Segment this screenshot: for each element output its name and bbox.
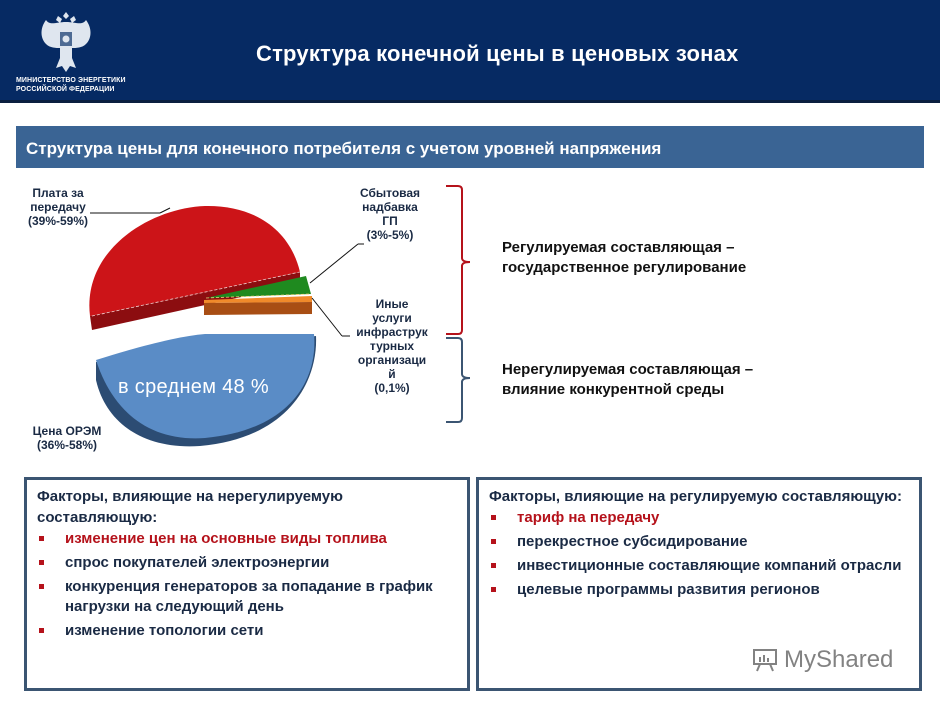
presentation-board-icon bbox=[753, 649, 777, 672]
unregulated-group-label: Нерегулируемая составляющая – влияние ко… bbox=[502, 360, 753, 400]
label-line: услуги bbox=[372, 311, 412, 325]
square-bullet-icon bbox=[39, 536, 44, 541]
regulated-factors-heading: Факторы, влияющие на регулируемую состав… bbox=[489, 488, 902, 505]
unregulated-factors-list: изменение цен на основные виды топлива с… bbox=[37, 529, 457, 641]
label-infra-services: Иные услуги инфраструк турных организаци… bbox=[344, 297, 440, 395]
watermark-text: MyShared bbox=[784, 646, 894, 673]
square-bullet-icon bbox=[491, 539, 496, 544]
price-structure-pie-chart bbox=[89, 185, 471, 447]
list-item: конкуренция генераторов за попадание в г… bbox=[37, 577, 457, 617]
list-item: инвестиционные составляющие компаний отр… bbox=[489, 556, 909, 576]
label-line: Иные bbox=[375, 297, 409, 311]
pie-slice-infra-services bbox=[204, 296, 312, 303]
regulated-factors-box: Факторы, влияющие на регулируемую состав… bbox=[476, 477, 922, 691]
list-item-text: изменение цен на основные виды топлива bbox=[65, 530, 387, 547]
label-line: (39%-59%) bbox=[27, 214, 89, 228]
label-retail-markup: Сбытовая надбавка ГП (3%-5%) bbox=[345, 186, 435, 242]
square-bullet-icon bbox=[491, 515, 496, 520]
square-bullet-icon bbox=[491, 587, 496, 592]
list-item-text: целевые программы развития регионов bbox=[517, 581, 820, 598]
pie-slice-retail-markup bbox=[206, 276, 311, 298]
label-line: ГП bbox=[382, 214, 398, 228]
list-item-text: изменение топологии сети bbox=[65, 622, 264, 639]
list-item: целевые программы развития регионов bbox=[489, 580, 909, 600]
ministry-line-1: МИНИСТЕРСТВО ЭНЕРГЕТИКИ bbox=[16, 77, 126, 84]
list-item-text: тариф на передачу bbox=[517, 509, 660, 526]
regulated-group-label: Регулируемая составляющая – государствен… bbox=[502, 238, 746, 278]
label-line: передачу bbox=[30, 200, 86, 214]
label-line: Сбытовая bbox=[359, 186, 421, 200]
regulated-factors-list: тариф на передачу перекрестное субсидиро… bbox=[489, 508, 909, 600]
regulated-brace bbox=[446, 185, 471, 335]
unregulated-factors-box: Факторы, влияющие на нерегулируемую сост… bbox=[24, 477, 470, 691]
square-bullet-icon bbox=[39, 584, 44, 589]
double-headed-eagle-emblem-icon bbox=[41, 12, 91, 72]
label-line: турных bbox=[369, 339, 415, 353]
pie-slice-transmission bbox=[89, 205, 301, 316]
header-bar: МИНИСТЕРСТВО ЭНЕРГЕТИКИ РОССИЙСКОЙ ФЕДЕР… bbox=[0, 0, 940, 103]
group-line: государственное регулирование bbox=[502, 259, 747, 276]
myshared-watermark: MyShared bbox=[752, 646, 893, 674]
label-line: (3%-5%) bbox=[366, 228, 414, 242]
label-wholesale: Цена ОРЭМ (36%-58%) bbox=[22, 424, 112, 452]
pie-slice-transmission-side bbox=[90, 272, 300, 330]
label-line: организаци bbox=[357, 353, 427, 367]
list-item: перекрестное субсидирование bbox=[489, 532, 909, 552]
label-transmission: Плата за передачу (39%-59%) bbox=[18, 186, 98, 228]
list-item-text: спрос покупателей электроэнергии bbox=[65, 554, 330, 571]
group-line: влияние конкурентной среды bbox=[502, 381, 725, 398]
label-line: (36%-58%) bbox=[36, 438, 98, 452]
ministry-name: МИНИСТЕРСТВО ЭНЕРГЕТИКИ РОССИЙСКОЙ ФЕДЕР… bbox=[16, 76, 126, 94]
ministry-line-2: РОССИЙСКОЙ ФЕДЕРАЦИИ bbox=[16, 86, 115, 93]
list-item: тариф на передачу bbox=[489, 508, 909, 528]
label-line: инфраструк bbox=[356, 325, 428, 339]
list-item-text: перекрестное субсидирование bbox=[517, 533, 748, 550]
page-title: Структура конечной цены в ценовых зонах bbox=[256, 41, 739, 66]
label-line: й bbox=[388, 367, 396, 381]
list-item: изменение топологии сети bbox=[37, 621, 457, 641]
square-bullet-icon bbox=[39, 560, 44, 565]
list-item-text: конкуренция генераторов за попадание в г… bbox=[65, 578, 433, 615]
square-bullet-icon bbox=[39, 628, 44, 633]
label-line: Цена ОРЭМ bbox=[32, 424, 102, 438]
list-item-text: инвестиционные составляющие компаний отр… bbox=[517, 557, 902, 574]
unregulated-brace bbox=[446, 337, 471, 423]
label-line: Плата за bbox=[32, 186, 84, 200]
pie-slice-wholesale bbox=[96, 334, 315, 439]
section-title-bar: Структура цены для конечного потребителя… bbox=[16, 126, 924, 168]
wholesale-average-label: в среднем 48 % bbox=[118, 376, 269, 398]
label-line: (0,1%) bbox=[374, 381, 410, 395]
list-item: изменение цен на основные виды топлива bbox=[37, 529, 457, 549]
square-bullet-icon bbox=[491, 563, 496, 568]
section-title: Структура цены для конечного потребителя… bbox=[26, 139, 662, 158]
unregulated-factors-heading: Факторы, влияющие на нерегулируемую сост… bbox=[37, 488, 343, 526]
list-item: спрос покупателей электроэнергии bbox=[37, 553, 457, 573]
label-line: надбавка bbox=[362, 200, 418, 214]
group-line: Регулируемая составляющая – bbox=[502, 239, 735, 256]
group-line: Нерегулируемая составляющая – bbox=[502, 361, 754, 378]
